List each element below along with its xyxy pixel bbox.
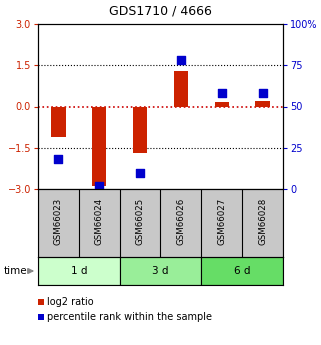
Point [260,90,265,96]
Bar [51,107,65,137]
Point [97,183,102,188]
Text: GSM66024: GSM66024 [95,198,104,245]
Bar [38,299,44,305]
Bar [38,257,120,285]
Text: GSM66023: GSM66023 [54,198,63,245]
Bar [38,314,44,320]
Text: log2 ratio: log2 ratio [47,297,94,307]
Bar [215,102,229,107]
Text: GSM66028: GSM66028 [258,198,267,245]
Point [178,58,184,63]
Text: GSM66027: GSM66027 [217,198,226,245]
Text: GDS1710 / 4666: GDS1710 / 4666 [109,5,212,18]
Text: 6 d: 6 d [234,266,250,276]
Text: GSM66026: GSM66026 [177,198,186,245]
Bar [133,107,147,153]
Bar [256,101,270,107]
Text: 1 d: 1 d [71,266,87,276]
Text: 3 d: 3 d [152,266,169,276]
Text: percentile rank within the sample: percentile rank within the sample [47,312,212,322]
Text: time: time [3,266,27,276]
Point [219,90,224,96]
Bar [92,107,106,186]
Text: GSM66025: GSM66025 [135,198,144,245]
Bar [201,257,283,285]
Bar [174,71,188,107]
Point [56,157,61,162]
Bar [120,257,201,285]
Point [137,170,143,175]
